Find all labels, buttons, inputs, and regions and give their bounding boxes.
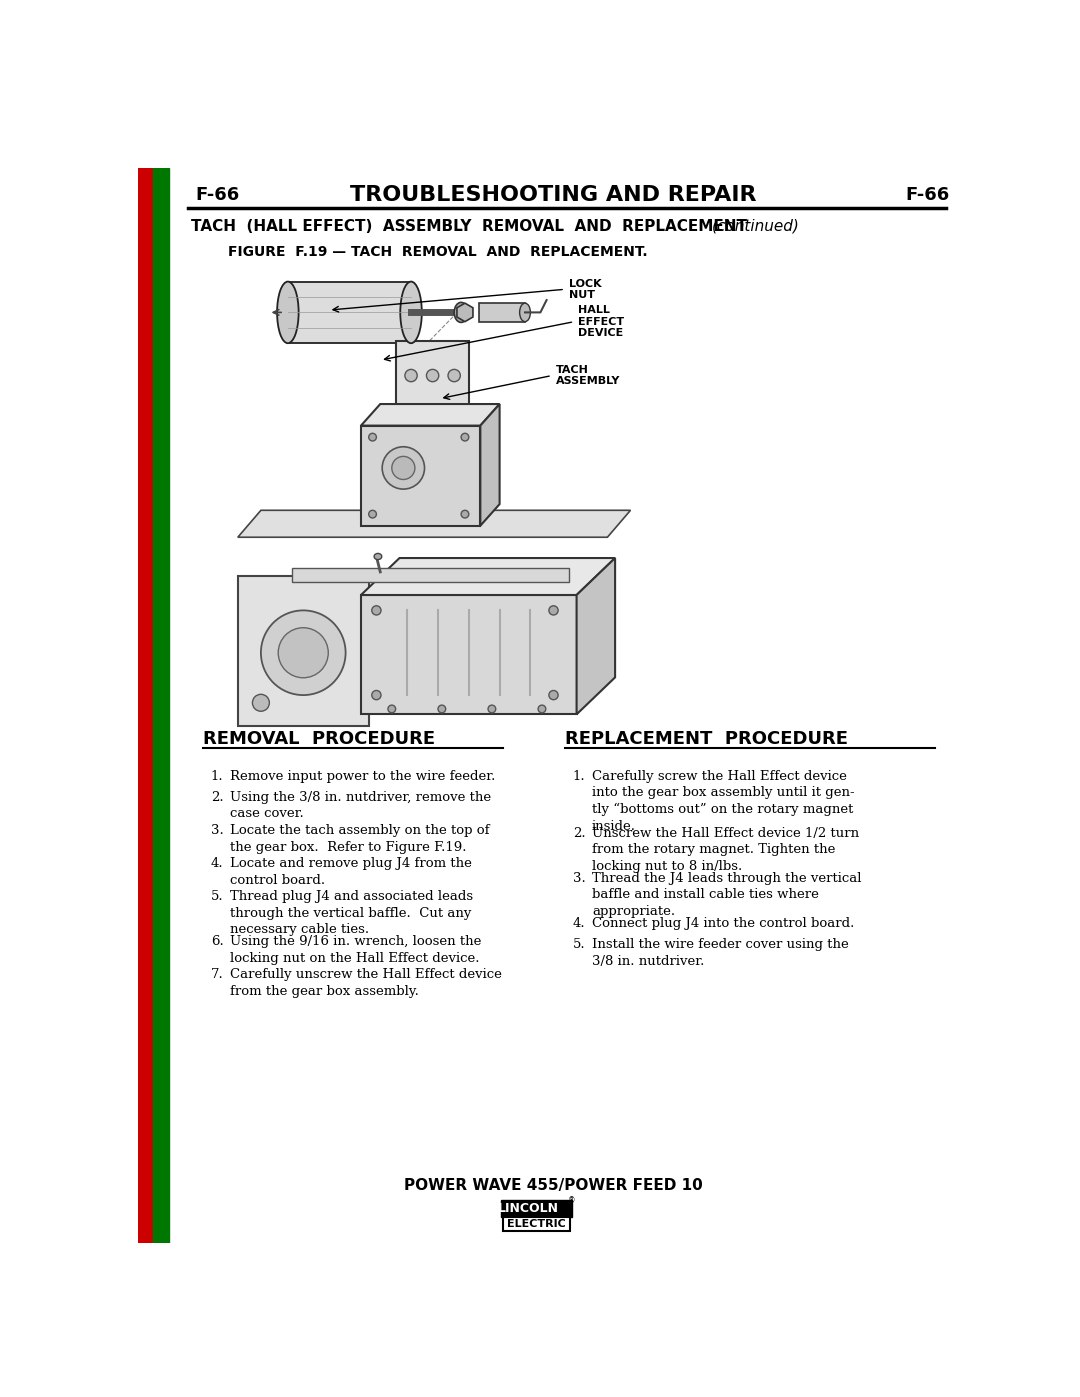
- Bar: [138, 168, 153, 1243]
- Text: 6.: 6.: [211, 936, 224, 949]
- Polygon shape: [292, 569, 569, 583]
- Text: Return to Master TOC: Return to Master TOC: [157, 328, 165, 439]
- Ellipse shape: [372, 606, 381, 615]
- Polygon shape: [457, 303, 473, 321]
- Text: Return to Section TOC: Return to Section TOC: [140, 327, 150, 440]
- Text: Return to Master TOC: Return to Master TOC: [157, 559, 165, 669]
- Text: POWER WAVE 455/POWER FEED 10: POWER WAVE 455/POWER FEED 10: [404, 1178, 703, 1193]
- Ellipse shape: [427, 369, 438, 381]
- Text: 7.: 7.: [211, 968, 224, 982]
- Text: REPLACEMENT  PROCEDURE: REPLACEMENT PROCEDURE: [565, 729, 848, 747]
- Ellipse shape: [372, 690, 381, 700]
- Bar: [238, 576, 368, 726]
- Text: Thread the J4 leads through the vertical
baffle and install cable ties where
app: Thread the J4 leads through the vertical…: [592, 872, 862, 918]
- Bar: [361, 426, 481, 525]
- Ellipse shape: [368, 510, 377, 518]
- Ellipse shape: [549, 690, 558, 700]
- Polygon shape: [238, 510, 631, 538]
- Text: Locate the tach assembly on the top of
the gear box.  Refer to Figure F.19.: Locate the tach assembly on the top of t…: [230, 824, 489, 854]
- Ellipse shape: [382, 447, 424, 489]
- Polygon shape: [361, 404, 500, 426]
- Text: 3.: 3.: [572, 872, 585, 884]
- Text: LOCK
NUT: LOCK NUT: [569, 278, 602, 300]
- Ellipse shape: [278, 282, 299, 344]
- Text: 2.: 2.: [211, 791, 224, 803]
- Text: Install the wire feeder cover using the
3/8 in. nutdriver.: Install the wire feeder cover using the …: [592, 937, 849, 968]
- Text: 5.: 5.: [211, 890, 224, 904]
- Text: 3.: 3.: [211, 824, 224, 837]
- Text: TACH  (HALL EFFECT)  ASSEMBLY  REMOVAL  AND  REPLACEMENT: TACH (HALL EFFECT) ASSEMBLY REMOVAL AND …: [191, 219, 746, 233]
- Text: Thread plug J4 and associated leads
through the vertical baffle.  Cut any
necess: Thread plug J4 and associated leads thro…: [230, 890, 473, 936]
- Text: 5.: 5.: [572, 937, 585, 951]
- Text: Connect plug J4 into the control board.: Connect plug J4 into the control board.: [592, 916, 854, 930]
- Text: ELECTRIC: ELECTRIC: [508, 1220, 566, 1229]
- Ellipse shape: [253, 694, 269, 711]
- Text: F-66: F-66: [906, 186, 950, 204]
- Text: 1.: 1.: [211, 770, 224, 782]
- Text: F-66: F-66: [195, 186, 240, 204]
- Ellipse shape: [368, 433, 377, 441]
- Text: Carefully unscrew the Hall Effect device
from the gear box assembly.: Carefully unscrew the Hall Effect device…: [230, 968, 502, 997]
- Text: Return to Section TOC: Return to Section TOC: [140, 557, 150, 671]
- Bar: [395, 341, 469, 411]
- Text: Using the 9/16 in. wrench, loosen the
locking nut on the Hall Effect device.: Using the 9/16 in. wrench, loosen the lo…: [230, 936, 482, 965]
- Bar: [288, 282, 411, 344]
- Ellipse shape: [405, 369, 417, 381]
- Ellipse shape: [488, 705, 496, 712]
- Ellipse shape: [261, 610, 346, 696]
- Ellipse shape: [549, 606, 558, 615]
- Bar: [501, 1200, 572, 1217]
- Text: Return to Section TOC: Return to Section TOC: [140, 788, 150, 902]
- Text: Using the 3/8 in. nutdriver, remove the
case cover.: Using the 3/8 in. nutdriver, remove the …: [230, 791, 491, 820]
- Ellipse shape: [279, 627, 328, 678]
- Ellipse shape: [461, 433, 469, 441]
- Text: HALL
EFFECT
DEVICE: HALL EFFECT DEVICE: [578, 305, 624, 338]
- Text: LINCOLN: LINCOLN: [498, 1203, 559, 1215]
- Bar: [502, 1217, 570, 1231]
- Ellipse shape: [461, 510, 469, 518]
- Text: 4.: 4.: [572, 916, 585, 930]
- Text: Remove input power to the wire feeder.: Remove input power to the wire feeder.: [230, 770, 496, 782]
- Bar: [361, 595, 577, 714]
- Text: ®: ®: [568, 1196, 576, 1204]
- Text: TACH
ASSEMBLY: TACH ASSEMBLY: [556, 365, 620, 387]
- Text: Locate and remove plug J4 from the
control board.: Locate and remove plug J4 from the contr…: [230, 858, 472, 887]
- Polygon shape: [481, 404, 500, 525]
- Ellipse shape: [455, 302, 468, 323]
- Bar: [153, 168, 168, 1243]
- Text: Return to Master TOC: Return to Master TOC: [157, 1021, 165, 1132]
- Text: Return to Section TOC: Return to Section TOC: [140, 1020, 150, 1133]
- Text: Unscrew the Hall Effect device 1/2 turn
from the rotary magnet. Tighten the
lock: Unscrew the Hall Effect device 1/2 turn …: [592, 827, 859, 873]
- Text: Carefully screw the Hall Effect device
into the gear box assembly until it gen-
: Carefully screw the Hall Effect device i…: [592, 770, 854, 833]
- Polygon shape: [361, 557, 616, 595]
- Text: REMOVAL  PROCEDURE: REMOVAL PROCEDURE: [203, 729, 435, 747]
- Text: 4.: 4.: [211, 858, 224, 870]
- Text: 1.: 1.: [572, 770, 585, 782]
- Ellipse shape: [448, 369, 460, 381]
- Ellipse shape: [438, 705, 446, 712]
- Ellipse shape: [538, 705, 545, 712]
- Text: FIGURE  F.19 — TACH  REMOVAL  AND  REPLACEMENT.: FIGURE F.19 — TACH REMOVAL AND REPLACEME…: [228, 246, 648, 260]
- Bar: [478, 303, 525, 321]
- Ellipse shape: [392, 457, 415, 479]
- Ellipse shape: [388, 705, 395, 712]
- Text: Return to Master TOC: Return to Master TOC: [157, 789, 165, 901]
- Text: 2.: 2.: [572, 827, 585, 840]
- Ellipse shape: [374, 553, 382, 560]
- Ellipse shape: [401, 282, 422, 344]
- Text: (continued): (continued): [712, 219, 800, 233]
- Ellipse shape: [519, 303, 530, 321]
- Polygon shape: [577, 557, 616, 714]
- Text: TROUBLESHOOTING AND REPAIR: TROUBLESHOOTING AND REPAIR: [350, 184, 757, 204]
